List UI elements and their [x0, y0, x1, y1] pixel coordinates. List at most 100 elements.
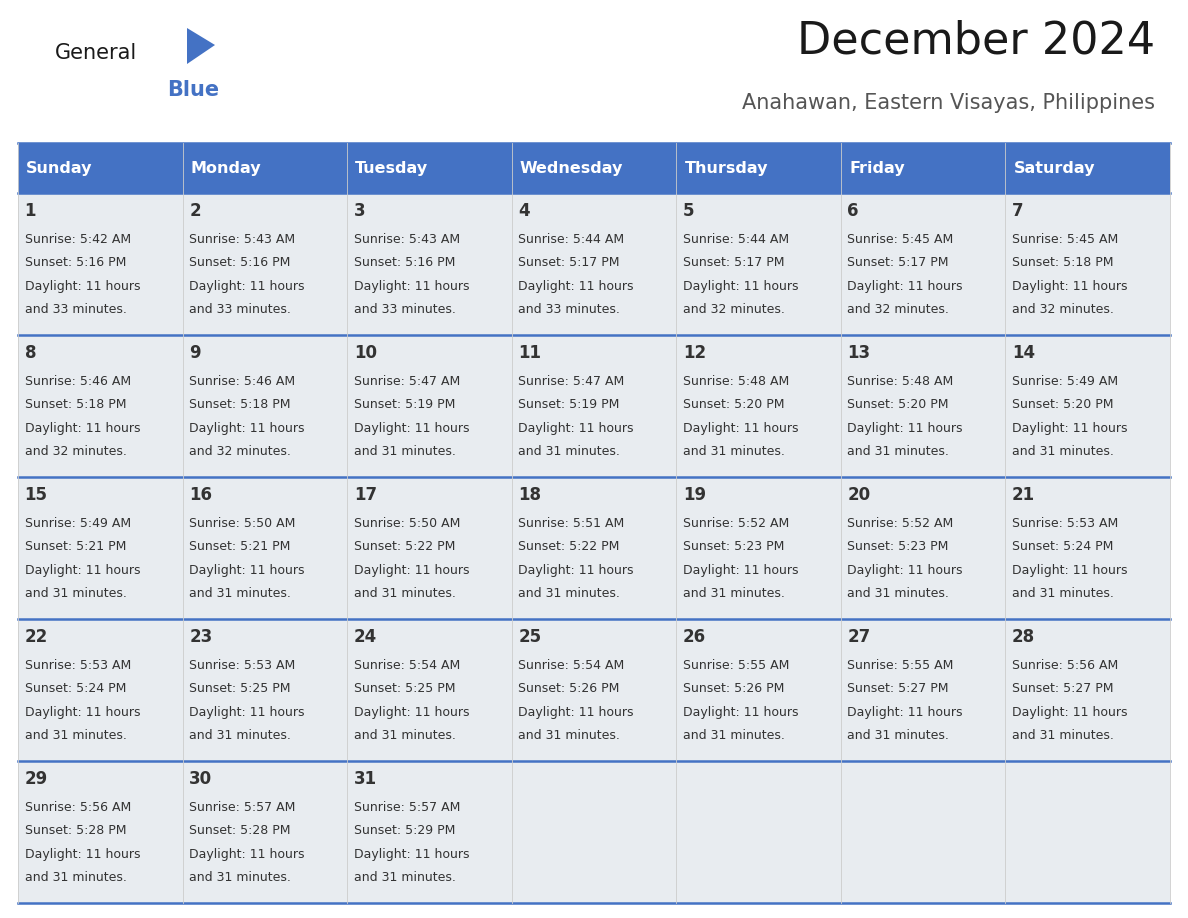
Text: 1: 1 [25, 202, 36, 219]
Bar [676, 193, 841, 335]
Text: 6: 6 [847, 202, 859, 219]
Text: and 31 minutes.: and 31 minutes. [354, 871, 456, 884]
Text: Sunset: 5:22 PM: Sunset: 5:22 PM [518, 540, 620, 554]
Text: Daylight: 11 hours: Daylight: 11 hours [354, 564, 469, 577]
Text: Daylight: 11 hours: Daylight: 11 hours [1012, 706, 1127, 719]
Text: Sunrise: 5:46 AM: Sunrise: 5:46 AM [25, 375, 131, 387]
Text: 15: 15 [25, 486, 48, 503]
Text: December 2024: December 2024 [797, 20, 1155, 63]
Text: and 32 minutes.: and 32 minutes. [25, 445, 126, 458]
Text: and 33 minutes.: and 33 minutes. [518, 303, 620, 316]
Text: and 31 minutes.: and 31 minutes. [847, 587, 949, 600]
Text: 24: 24 [354, 628, 377, 645]
Text: Daylight: 11 hours: Daylight: 11 hours [354, 706, 469, 719]
Text: Sunset: 5:17 PM: Sunset: 5:17 PM [847, 256, 949, 269]
Text: General: General [55, 43, 138, 63]
Text: Sunrise: 5:48 AM: Sunrise: 5:48 AM [847, 375, 954, 387]
Text: Sunrise: 5:56 AM: Sunrise: 5:56 AM [1012, 659, 1118, 672]
Bar [841, 477, 1005, 619]
Text: Sunrise: 5:43 AM: Sunrise: 5:43 AM [189, 233, 296, 246]
Text: Sunrise: 5:57 AM: Sunrise: 5:57 AM [354, 800, 460, 813]
Text: Sunset: 5:20 PM: Sunset: 5:20 PM [683, 398, 784, 411]
Bar [18, 477, 183, 619]
Text: Sunrise: 5:44 AM: Sunrise: 5:44 AM [683, 233, 789, 246]
Text: Sunrise: 5:42 AM: Sunrise: 5:42 AM [25, 233, 131, 246]
Text: and 31 minutes.: and 31 minutes. [1012, 445, 1114, 458]
Text: and 31 minutes.: and 31 minutes. [518, 729, 620, 742]
Bar [841, 761, 1005, 903]
Text: 9: 9 [189, 343, 201, 362]
Text: Daylight: 11 hours: Daylight: 11 hours [683, 564, 798, 577]
Bar [841, 335, 1005, 477]
Text: Daylight: 11 hours: Daylight: 11 hours [518, 564, 633, 577]
Text: Daylight: 11 hours: Daylight: 11 hours [189, 280, 304, 293]
Text: Sunset: 5:16 PM: Sunset: 5:16 PM [189, 256, 291, 269]
Bar [1005, 761, 1170, 903]
Bar [512, 193, 676, 335]
Text: 17: 17 [354, 486, 377, 503]
Text: 20: 20 [847, 486, 871, 503]
Bar [512, 335, 676, 477]
Text: 13: 13 [847, 343, 871, 362]
Text: and 31 minutes.: and 31 minutes. [354, 729, 456, 742]
Text: Blue: Blue [168, 80, 219, 100]
Text: Sunrise: 5:50 AM: Sunrise: 5:50 AM [354, 517, 460, 530]
Text: Sunrise: 5:54 AM: Sunrise: 5:54 AM [518, 659, 625, 672]
Text: and 31 minutes.: and 31 minutes. [25, 729, 126, 742]
Text: Daylight: 11 hours: Daylight: 11 hours [25, 706, 140, 719]
Bar [676, 477, 841, 619]
Bar [183, 193, 347, 335]
Bar [183, 477, 347, 619]
Text: Sunrise: 5:52 AM: Sunrise: 5:52 AM [683, 517, 789, 530]
Text: Sunrise: 5:53 AM: Sunrise: 5:53 AM [25, 659, 131, 672]
Text: Daylight: 11 hours: Daylight: 11 hours [354, 421, 469, 434]
Bar [841, 193, 1005, 335]
Text: Sunrise: 5:54 AM: Sunrise: 5:54 AM [354, 659, 460, 672]
Text: Sunrise: 5:55 AM: Sunrise: 5:55 AM [683, 659, 789, 672]
Text: Sunset: 5:27 PM: Sunset: 5:27 PM [847, 682, 949, 695]
Text: Sunset: 5:17 PM: Sunset: 5:17 PM [683, 256, 784, 269]
Text: Saturday: Saturday [1013, 161, 1095, 175]
Text: Sunset: 5:23 PM: Sunset: 5:23 PM [683, 540, 784, 554]
Text: Daylight: 11 hours: Daylight: 11 hours [189, 847, 304, 860]
Text: 19: 19 [683, 486, 706, 503]
Text: Sunset: 5:25 PM: Sunset: 5:25 PM [354, 682, 455, 695]
Text: Sunset: 5:24 PM: Sunset: 5:24 PM [1012, 540, 1113, 554]
Text: Sunrise: 5:47 AM: Sunrise: 5:47 AM [354, 375, 460, 387]
Text: 2: 2 [189, 202, 201, 219]
Text: Sunrise: 5:43 AM: Sunrise: 5:43 AM [354, 233, 460, 246]
Bar [18, 193, 183, 335]
Text: Daylight: 11 hours: Daylight: 11 hours [683, 706, 798, 719]
Text: Sunset: 5:17 PM: Sunset: 5:17 PM [518, 256, 620, 269]
Text: and 31 minutes.: and 31 minutes. [189, 729, 291, 742]
Text: Sunset: 5:18 PM: Sunset: 5:18 PM [25, 398, 126, 411]
Text: Daylight: 11 hours: Daylight: 11 hours [683, 421, 798, 434]
Text: Tuesday: Tuesday [355, 161, 429, 175]
Bar [183, 335, 347, 477]
Text: 3: 3 [354, 202, 366, 219]
Text: Daylight: 11 hours: Daylight: 11 hours [683, 280, 798, 293]
Text: Daylight: 11 hours: Daylight: 11 hours [847, 564, 963, 577]
Text: Sunrise: 5:50 AM: Sunrise: 5:50 AM [189, 517, 296, 530]
Bar [1005, 335, 1170, 477]
Text: Sunset: 5:26 PM: Sunset: 5:26 PM [683, 682, 784, 695]
Bar [1005, 619, 1170, 761]
Text: and 32 minutes.: and 32 minutes. [683, 303, 785, 316]
Text: Sunrise: 5:45 AM: Sunrise: 5:45 AM [847, 233, 954, 246]
Text: Sunset: 5:27 PM: Sunset: 5:27 PM [1012, 682, 1113, 695]
Bar [512, 477, 676, 619]
Text: 30: 30 [189, 769, 213, 788]
Text: and 31 minutes.: and 31 minutes. [189, 587, 291, 600]
Text: Daylight: 11 hours: Daylight: 11 hours [1012, 280, 1127, 293]
Text: Sunday: Sunday [26, 161, 93, 175]
Text: and 31 minutes.: and 31 minutes. [1012, 729, 1114, 742]
Bar [676, 619, 841, 761]
Text: Sunset: 5:28 PM: Sunset: 5:28 PM [189, 824, 291, 837]
Text: Monday: Monday [191, 161, 261, 175]
Text: and 32 minutes.: and 32 minutes. [1012, 303, 1114, 316]
Text: and 31 minutes.: and 31 minutes. [354, 445, 456, 458]
Text: Friday: Friday [849, 161, 905, 175]
Text: Daylight: 11 hours: Daylight: 11 hours [1012, 564, 1127, 577]
Text: 22: 22 [25, 628, 48, 645]
Text: Sunset: 5:26 PM: Sunset: 5:26 PM [518, 682, 620, 695]
